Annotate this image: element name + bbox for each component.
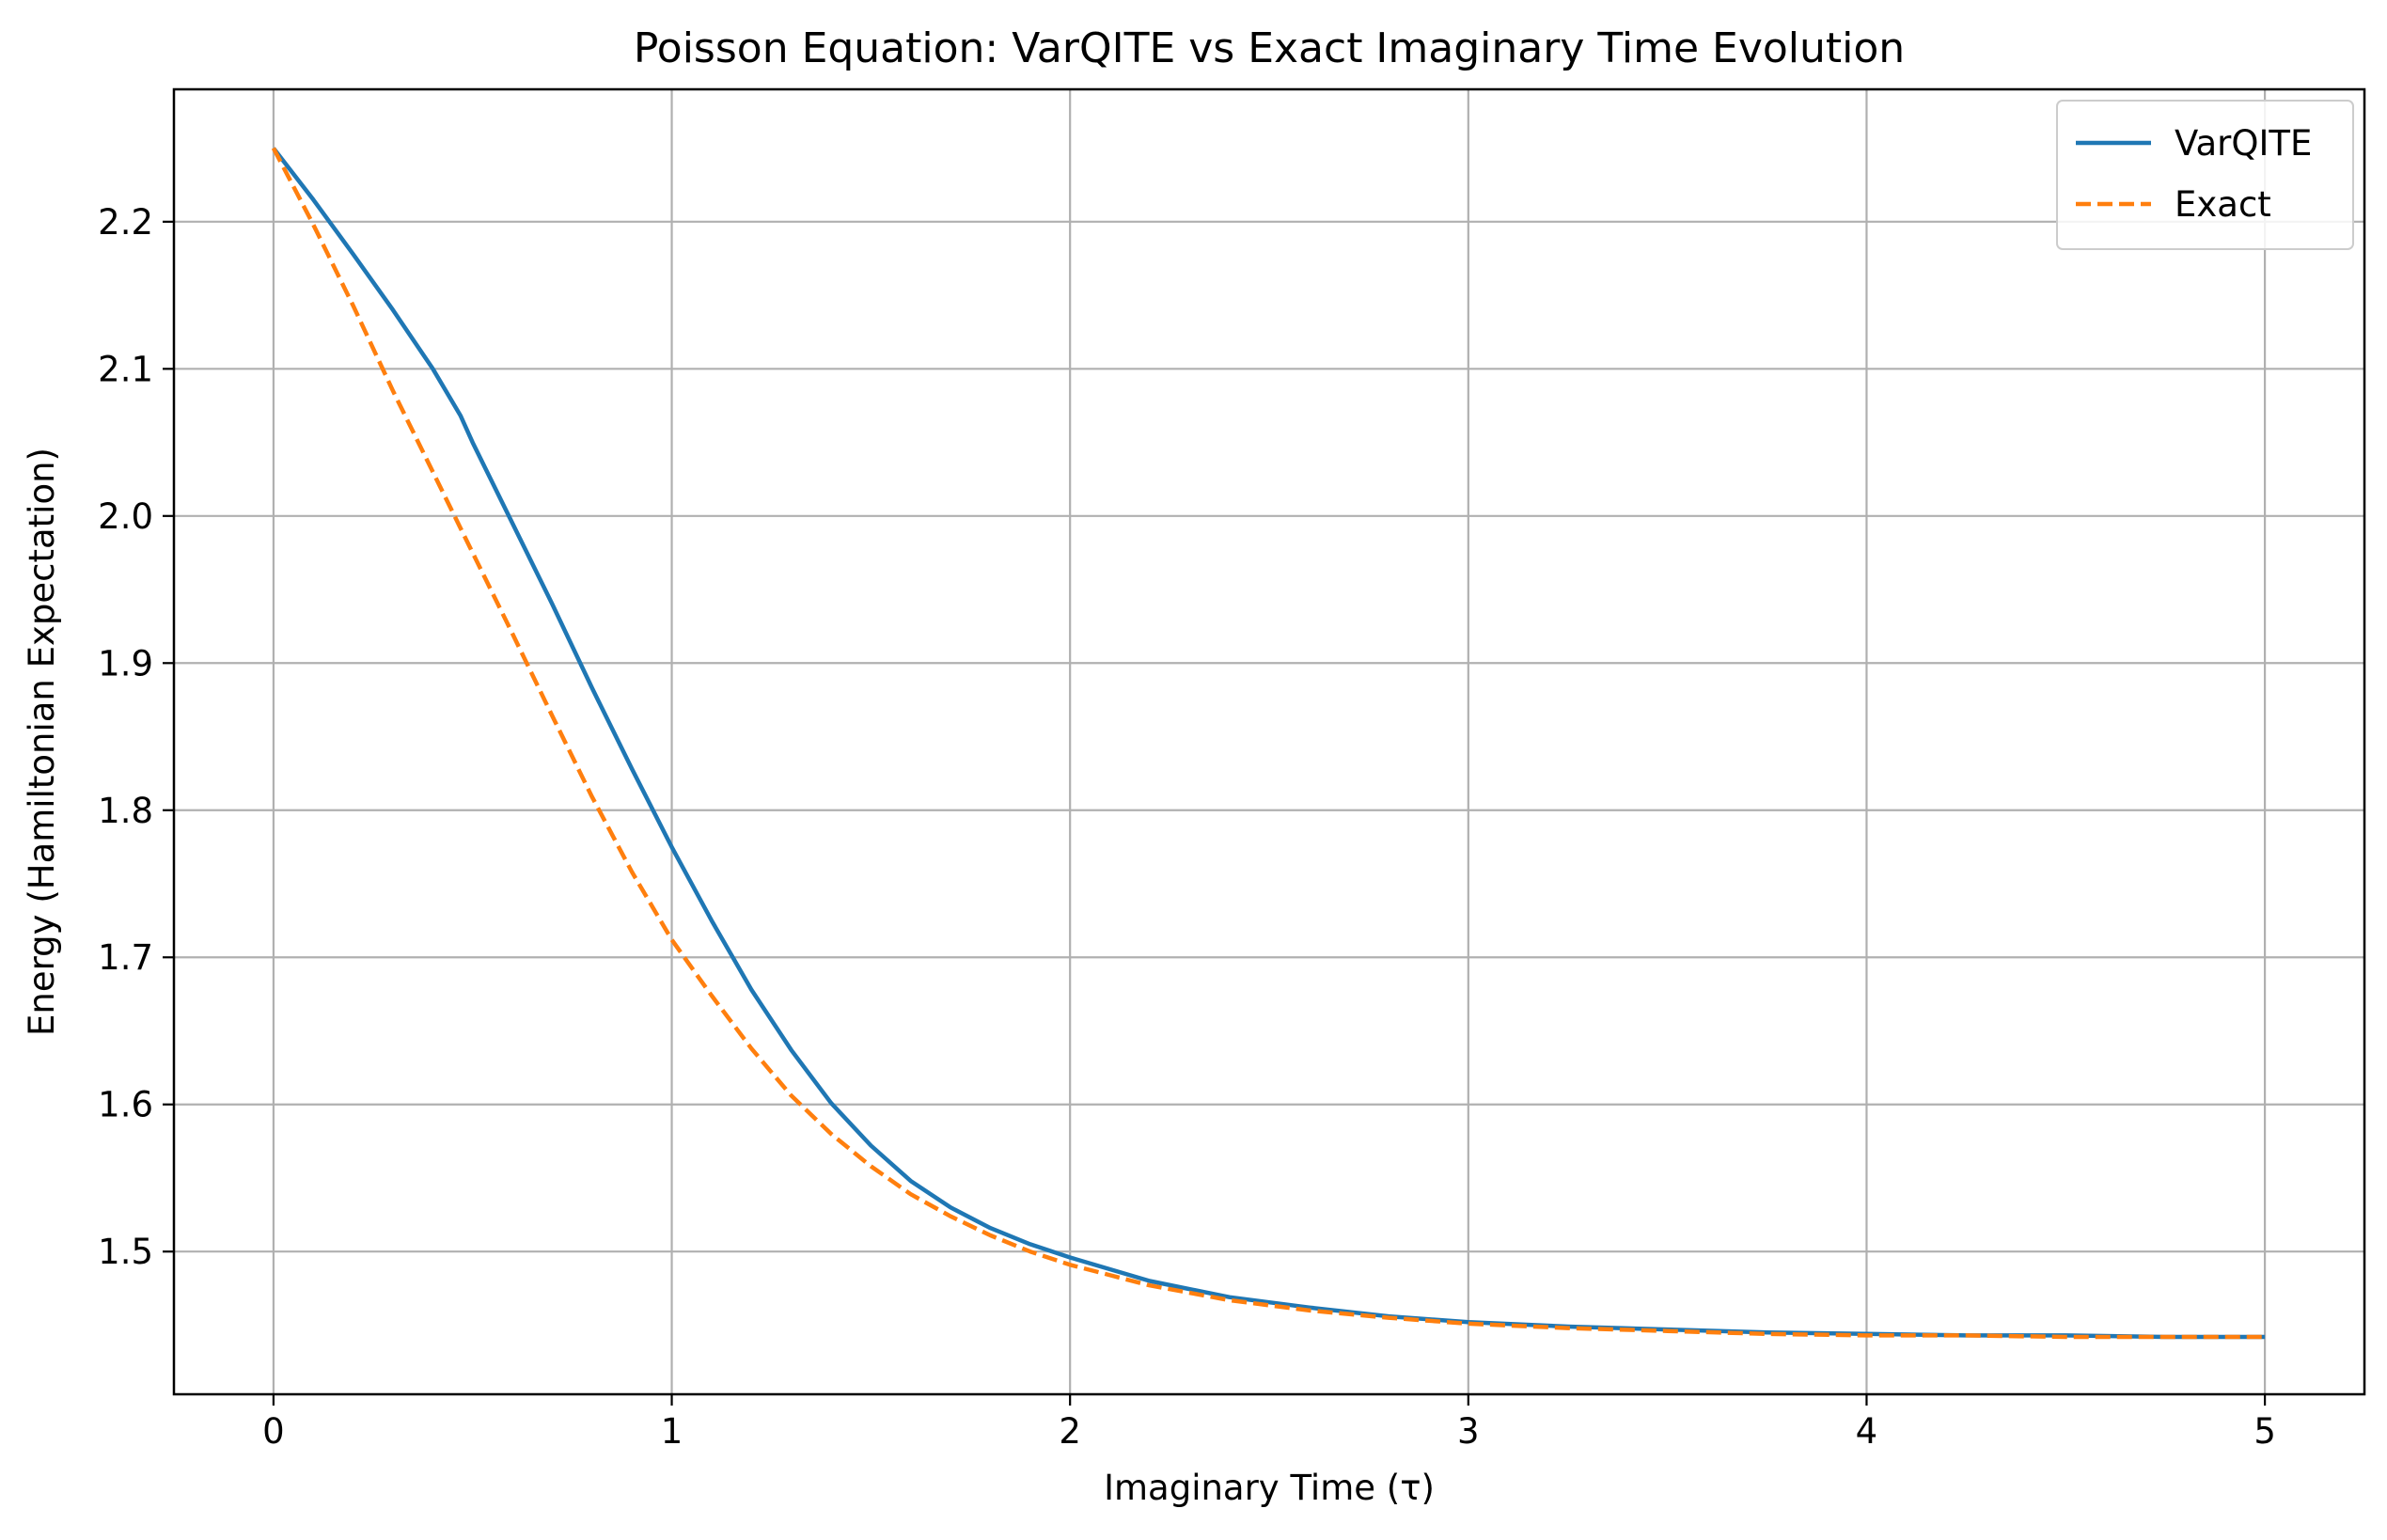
y-tick-label: 1.5 xyxy=(98,1232,153,1272)
x-axis-label: Imaginary Time (τ) xyxy=(1104,1468,1435,1508)
series-layer xyxy=(271,147,2266,1340)
legend-box xyxy=(2056,100,2354,250)
x-tick-label: 3 xyxy=(1457,1411,1480,1452)
y-tick-label: 2.1 xyxy=(98,349,153,389)
y-tick-label: 2.0 xyxy=(98,496,153,537)
y-tick-label: 1.7 xyxy=(98,937,153,978)
y-tick-label: 1.9 xyxy=(98,643,153,684)
x-tick-label: 2 xyxy=(1059,1411,1081,1452)
grid xyxy=(174,89,2364,1394)
x-tick-label: 1 xyxy=(661,1411,683,1452)
ticks: 0 1 2 3 4 5 1.5 1.6 1.7 1.8 1.9 2.0 2.1 2.2 xyxy=(98,202,2276,1452)
y-tick-label: 1.6 xyxy=(98,1085,153,1125)
legend-label-varqite: VarQITE xyxy=(2175,123,2312,164)
series-line-exact xyxy=(271,147,2266,1340)
chart-title: Poisson Equation: VarQITE vs Exact Imagi… xyxy=(634,24,1905,72)
y-axis-label: Energy (Hamiltonian Expectation) xyxy=(22,448,62,1036)
series-line-varqite xyxy=(272,147,2266,1340)
x-tick-label: 0 xyxy=(262,1411,285,1452)
x-tick-label: 4 xyxy=(1856,1411,1878,1452)
x-tick-label: 5 xyxy=(2254,1411,2276,1452)
legend: VarQITE Exact xyxy=(2056,100,2354,250)
y-tick-label: 2.2 xyxy=(98,202,153,243)
y-tick-label: 1.8 xyxy=(98,791,153,831)
plot-frame xyxy=(172,87,2366,1396)
legend-label-exact: Exact xyxy=(2175,184,2271,225)
